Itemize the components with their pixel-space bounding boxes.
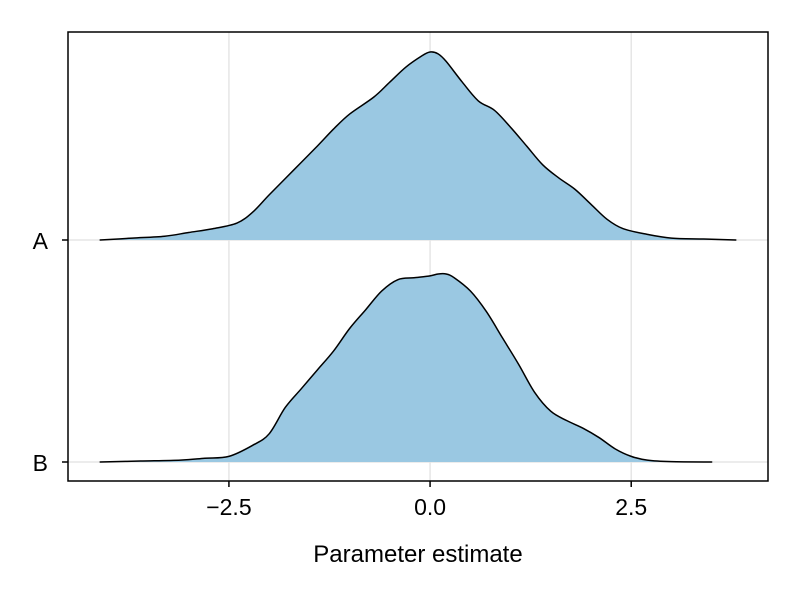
- density-area-B: [100, 273, 712, 462]
- plot-frame: [67, 31, 769, 482]
- x-tick-label-1: 0.0: [414, 494, 446, 520]
- ridge-A: [99, 51, 737, 241]
- x-axis-ticks: −2.5 0.0 2.5: [206, 481, 647, 520]
- y-tick-label-B: B: [33, 450, 48, 476]
- x-tick-label-2: 2.5: [615, 494, 647, 520]
- x-axis-title: Parameter estimate: [313, 541, 522, 568]
- y-tick-label-A: A: [33, 228, 49, 254]
- ridges: [99, 51, 737, 463]
- y-axis-ticks: AB: [33, 228, 68, 476]
- x-tick-label-0: −2.5: [206, 494, 251, 520]
- density-area-A: [100, 51, 736, 240]
- density-line-A: [99, 51, 737, 241]
- density-line-B: [99, 272, 713, 463]
- ridge-B: [99, 272, 713, 463]
